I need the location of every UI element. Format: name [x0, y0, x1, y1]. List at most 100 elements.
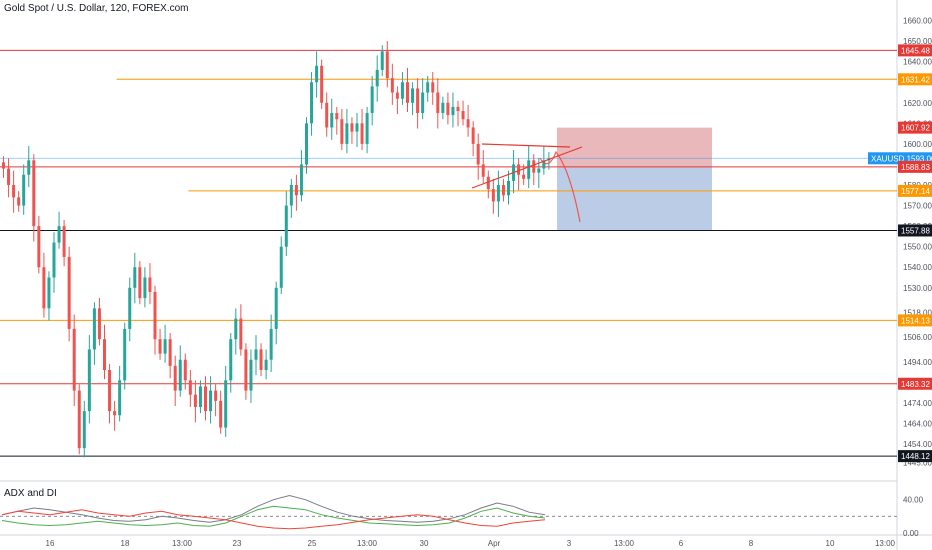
candle-body: [178, 359, 182, 391]
candle-body: [244, 349, 248, 391]
candle-body: [486, 176, 490, 190]
candle-body: [299, 164, 303, 196]
candle-body: [421, 92, 425, 114]
triangle-pattern: [471, 143, 583, 223]
candle-body: [380, 51, 384, 70]
candle-body: [214, 390, 218, 401]
candle-body: [193, 394, 197, 408]
candle-body: [426, 82, 430, 93]
candle-body: [310, 82, 314, 124]
candle-body: [527, 160, 531, 179]
candle-body: [491, 189, 495, 202]
candle-body: [522, 174, 526, 179]
candle-body: [481, 164, 485, 177]
candle-body: [72, 328, 76, 391]
candle-body: [400, 82, 404, 99]
time-tick-label: 8: [749, 539, 754, 548]
candle-body: [153, 291, 157, 340]
candle-body: [2, 162, 5, 169]
level-label: 1588.83: [901, 163, 930, 172]
level-label: 1577.14: [901, 187, 930, 196]
time-tick-label: 16: [46, 539, 55, 548]
candle-body: [375, 69, 379, 87]
level-label-bg: [898, 314, 932, 327]
price-tick-label: 1620.00: [903, 99, 932, 108]
candles: [2, 41, 551, 458]
projection-arrow-path: [539, 150, 581, 223]
level-label: 1514.13: [901, 316, 930, 325]
candle-body: [239, 318, 243, 350]
level-label-bg: [898, 450, 932, 463]
candle-body: [123, 328, 127, 381]
candle-body: [507, 180, 510, 196]
price-tick-label: 1454.00: [903, 440, 932, 449]
candle-body: [92, 308, 96, 350]
triangle-resistance-line: [481, 143, 571, 148]
candle-body: [466, 119, 470, 128]
time-tick-label: Apr: [488, 539, 501, 548]
candle-body: [355, 123, 359, 132]
candle-body: [431, 82, 435, 93]
level-label: 1448.12: [901, 452, 930, 461]
candle-body: [77, 390, 81, 449]
candle-body: [345, 123, 349, 144]
level-labels: 1645.48 1631.42 1607.92 XAUUSD 1593.001588.…: [868, 44, 932, 463]
candle-body: [198, 386, 202, 408]
candle-body: [365, 113, 369, 144]
candle-body: [335, 113, 339, 120]
candle-body: [436, 92, 440, 114]
indicator-title: ADX and DI: [4, 488, 57, 499]
level-label-bg: [898, 73, 932, 86]
candle-body: [254, 349, 258, 360]
candle-body: [183, 359, 187, 381]
candle-body: [395, 92, 399, 99]
candle-body: [118, 380, 122, 416]
adx-line: [1, 494, 546, 523]
price-tick-label: 1518.00: [903, 308, 932, 317]
candle-body: [158, 339, 162, 354]
price-tick-label: 1570.00: [903, 202, 932, 211]
candle-body: [143, 277, 147, 299]
price-levels: [0, 49, 897, 457]
time-axis: 16 18 13:00 23 25 13:00 30 Apr 3 13:00 6 8 10 13:00: [46, 539, 896, 548]
candle-body: [97, 308, 101, 340]
price-tick-label: 1464.00: [903, 419, 932, 428]
candle-body: [133, 267, 137, 288]
time-tick-label: 25: [308, 539, 317, 548]
candle-body: [279, 246, 283, 288]
candle-body: [456, 106, 460, 112]
candle-body: [219, 400, 223, 428]
candle-body: [390, 78, 394, 93]
price-tick-label: 1650.00: [903, 37, 932, 46]
candle-body: [12, 185, 16, 198]
candle-body: [350, 123, 354, 132]
level-label-bg: [898, 121, 932, 134]
candle-body: [269, 328, 273, 360]
time-tick-label: 13:00: [357, 539, 378, 548]
candle-body: [340, 119, 344, 144]
level-label-bg: [898, 184, 932, 197]
price-tick-label: 1445.00: [903, 459, 932, 468]
chart-title: Gold Spot / U.S. Dollar, 120, FOREX.com: [4, 3, 189, 14]
candle-body: [532, 160, 536, 173]
level-label-bg: [898, 44, 932, 57]
candle-body: [37, 226, 41, 268]
candle-body: [113, 411, 117, 416]
candle-body: [294, 185, 298, 196]
price-tick-label: 1640.00: [903, 58, 932, 67]
level-label: 1607.92: [901, 124, 930, 133]
price-tick-label: 1506.00: [903, 333, 932, 342]
candle-body: [62, 226, 66, 257]
candle-body: [441, 102, 445, 114]
candle-body: [163, 339, 167, 354]
candle-body: [168, 339, 172, 366]
price-tick-label: 1474.00: [903, 399, 932, 408]
candle-body: [451, 106, 455, 116]
candle-body: [305, 123, 308, 165]
time-tick-label: 10: [826, 539, 835, 548]
time-tick-label: 13:00: [875, 539, 896, 548]
candle-body: [461, 111, 465, 120]
candle-body: [360, 123, 364, 144]
